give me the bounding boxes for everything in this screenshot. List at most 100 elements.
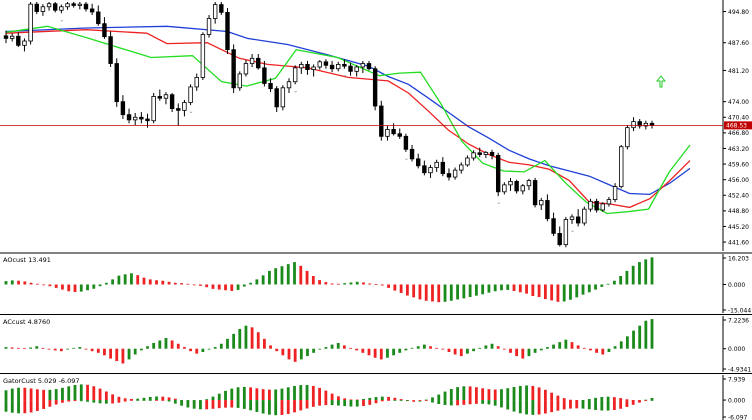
gator-lower-bar xyxy=(130,400,133,401)
histogram-bar xyxy=(161,280,165,285)
histogram-bar xyxy=(474,284,478,296)
gator-upper-bar xyxy=(255,388,259,401)
histogram-bar xyxy=(318,280,321,285)
histogram-bar xyxy=(41,347,45,349)
current-price-tag xyxy=(724,121,752,130)
histogram-bar xyxy=(180,283,184,285)
gator-upper-bar xyxy=(261,389,265,401)
histogram-bar xyxy=(84,348,88,350)
histogram-bar xyxy=(146,346,149,349)
gator-upper-bar xyxy=(399,399,403,401)
gator-upper-bar xyxy=(211,396,215,401)
histogram-bar xyxy=(48,284,52,287)
price-tick-label: 452.40 xyxy=(728,193,749,200)
histogram-bar xyxy=(582,347,586,349)
gator-upper-bar xyxy=(98,388,102,401)
histogram-bar xyxy=(226,338,229,349)
gator-lower-bar xyxy=(481,400,485,404)
gator-upper-bar xyxy=(111,394,115,401)
histogram-bar xyxy=(431,284,434,302)
gator-upper-bar xyxy=(23,387,27,401)
gator-lower-bar xyxy=(556,400,560,411)
gator-upper-bar xyxy=(249,387,253,401)
gator-lower-bar xyxy=(192,400,196,409)
histogram-bar xyxy=(410,347,414,349)
gator-upper-bar xyxy=(506,388,510,401)
histogram-bar xyxy=(644,259,648,285)
gator-lower-bar xyxy=(224,400,227,408)
gator-lower-bar xyxy=(274,400,278,416)
gator-upper-bar xyxy=(123,398,127,401)
gator-lower-bar xyxy=(468,400,472,405)
histogram-bar xyxy=(562,284,566,302)
gator-lower-bar xyxy=(456,400,459,406)
histogram-bar xyxy=(606,283,610,285)
histogram-bar xyxy=(387,284,390,288)
gator-lower-bar xyxy=(205,400,209,410)
candle xyxy=(188,84,193,106)
gator-upper-bar xyxy=(487,389,491,401)
candle xyxy=(563,216,569,248)
histogram-bar xyxy=(443,284,447,302)
histogram-bar xyxy=(373,348,377,358)
candle xyxy=(132,112,138,126)
histogram-bar xyxy=(287,348,291,360)
candle xyxy=(9,33,15,42)
histogram-bar xyxy=(487,284,491,293)
histogram-bar xyxy=(515,348,519,357)
candle xyxy=(120,95,126,119)
candle xyxy=(225,8,230,54)
histogram-bar xyxy=(158,340,162,349)
current-price-label: 468.53 xyxy=(726,123,747,130)
gator-upper-bar xyxy=(217,393,221,401)
gator-lower-bar xyxy=(337,400,340,406)
gator-lower-bar xyxy=(4,400,8,412)
candle xyxy=(280,85,286,111)
gator-lower-bar xyxy=(650,400,654,401)
gator-lower-bar xyxy=(349,400,353,407)
histogram-bar xyxy=(424,284,428,301)
gator-lower-bar xyxy=(500,400,503,408)
gator-lower-bar xyxy=(437,400,441,404)
fractal-marker: ⌄ xyxy=(59,16,64,23)
histogram-bar xyxy=(256,332,260,349)
panel-tick-label: 0.000 xyxy=(728,397,745,404)
gator-upper-bar xyxy=(35,389,39,401)
gator-lower-bar xyxy=(148,400,152,401)
histogram-bar xyxy=(533,348,537,353)
gator-upper-bar xyxy=(318,387,321,401)
panel-tick-label: 0.000 xyxy=(728,346,745,353)
candle xyxy=(71,2,76,8)
candle xyxy=(53,2,58,13)
histogram-bar xyxy=(587,284,591,293)
candle xyxy=(3,30,9,44)
gator-upper-bar xyxy=(619,398,623,401)
histogram-bar xyxy=(490,343,494,349)
histogram-bar xyxy=(148,279,152,285)
histogram-bar xyxy=(570,342,574,349)
gator-upper-bar xyxy=(117,396,121,401)
histogram-bar xyxy=(98,284,102,287)
candle xyxy=(83,2,89,12)
histogram-bar xyxy=(343,283,347,285)
gator-upper-bar xyxy=(86,384,89,401)
gator-lower-bar xyxy=(462,400,466,405)
gator-lower-bar xyxy=(644,400,648,401)
histogram-bar xyxy=(263,338,266,349)
histogram-bar xyxy=(170,340,174,349)
gator-upper-bar xyxy=(299,385,303,401)
gator-lower-bar xyxy=(550,400,554,413)
candle xyxy=(231,44,236,93)
histogram-bar xyxy=(250,327,254,349)
panel-tick-label: 16.203 xyxy=(728,255,749,262)
histogram-bar xyxy=(558,342,562,349)
histogram-bar xyxy=(152,342,156,349)
candle xyxy=(514,179,519,194)
histogram-bar xyxy=(349,282,353,285)
gator-upper-bar xyxy=(606,396,610,401)
gator-lower-bar xyxy=(268,400,271,415)
candle xyxy=(114,58,119,107)
gator-lower-bar xyxy=(136,400,140,401)
candle xyxy=(274,86,279,113)
